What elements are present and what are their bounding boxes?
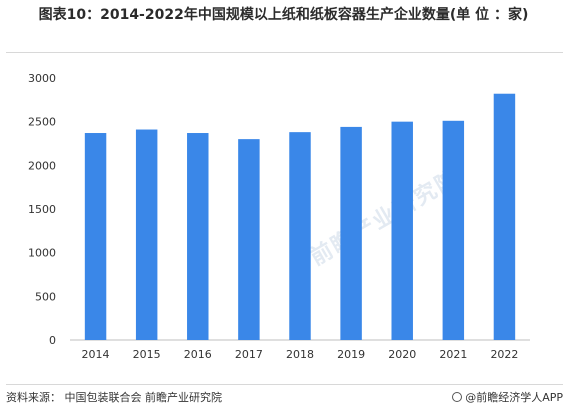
y-tick-label: 0 xyxy=(49,334,56,347)
x-tick-label: 2019 xyxy=(337,348,365,361)
bar-2014 xyxy=(84,133,107,340)
x-tick-label: 2022 xyxy=(490,348,518,361)
title-divider xyxy=(6,52,563,53)
x-tick-label: 2016 xyxy=(184,348,212,361)
x-tick-label: 2020 xyxy=(388,348,416,361)
source-text: 资料来源： 中国包装联合会 前瞻产业研究院 xyxy=(6,391,222,404)
bar-2016 xyxy=(187,133,209,340)
x-tick-label: 2014 xyxy=(82,348,110,361)
y-tick-label: 1000 xyxy=(28,247,56,260)
x-tick-label: 2015 xyxy=(133,348,161,361)
brand-credit: @前瞻经济学人APP xyxy=(452,389,563,405)
y-tick-label: 3000 xyxy=(28,72,56,85)
y-tick-label: 2000 xyxy=(28,159,56,172)
bar-2021 xyxy=(442,120,465,340)
y-tick-label: 1500 xyxy=(28,203,56,216)
chart-title: 图表10：2014-2022年中国规模以上纸和纸板容器生产企业数量(单 位 ：家… xyxy=(38,7,529,23)
x-axis: 2014 2015 2016 2017 2018 2019 2020 2021 2022 xyxy=(70,339,530,361)
y-tick-label: 2500 xyxy=(28,116,56,129)
bar-series xyxy=(84,93,516,340)
x-tick-label: 2018 xyxy=(286,348,314,361)
x-tick-label: 2021 xyxy=(439,348,467,361)
bar-2020 xyxy=(391,121,413,340)
brand-logo-icon xyxy=(452,392,463,402)
bar-2017 xyxy=(238,139,260,340)
bar-2018 xyxy=(289,132,311,340)
x-tick-label: 2017 xyxy=(235,348,263,361)
bar-2022 xyxy=(493,93,516,340)
y-axis: 0 500 1000 1500 2000 2500 3000 xyxy=(28,72,56,347)
footer-divider xyxy=(6,384,563,385)
brand-text: @前瞻经济学人APP xyxy=(465,391,563,404)
footer: 资料来源： 中国包装联合会 前瞻产业研究院 @前瞻经济学人APP xyxy=(6,389,563,405)
y-tick-label: 500 xyxy=(35,290,56,303)
bar-2019 xyxy=(340,126,362,340)
bar-2015 xyxy=(135,129,158,340)
